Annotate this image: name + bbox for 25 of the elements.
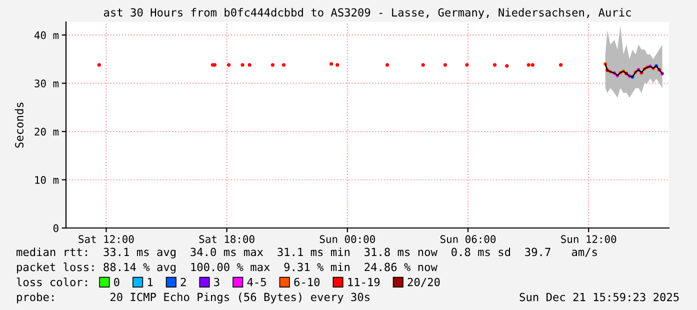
x-tick-label: Sun 06:00	[440, 235, 496, 244]
x-tick-label: Sat 12:00	[78, 235, 134, 244]
y-tick-label: 30 m	[34, 80, 59, 88]
text: Sun Dec 21 15:59:23 2025	[520, 292, 679, 302]
y-tick-label: 40 m	[34, 31, 59, 40]
text: probe: 20 ICMP Echo Pings (56 Bytes) every 30s	[17, 292, 370, 304]
x-tick-label: Sat 18:00	[199, 235, 254, 244]
legend-label: 6-10	[294, 278, 320, 286]
legend-title: loss color:	[16, 278, 87, 286]
x-tick-label: Sun 12:00	[561, 235, 616, 244]
x-tick-label: Sun 00:00	[320, 235, 375, 244]
legend-label: 11-19	[348, 278, 380, 286]
y-tick-label: 20 m	[34, 128, 59, 136]
legend-label: 1	[148, 278, 153, 286]
text: median rtt: 33.1 ms avg 34.0 ms max 31.1 ms min 31.8 ms now 0.8 ms sd 39.7 am/s	[16, 248, 597, 258]
text: packet loss: 88.14 % avg 100.00 % max 9.31 % min 24.86 % now	[17, 262, 438, 274]
y-tick-label: 10 m	[35, 176, 59, 184]
legend-label: 3	[214, 278, 220, 286]
y-axis-title: Seconds	[14, 102, 24, 148]
legend-label: 20/20	[408, 278, 440, 288]
chart-title: ast 30 Hours from b0fc444dcbbd to AS3209 - Lasse, Germany, Niedersachsen, Auric	[104, 8, 631, 19]
legend-label: 4-5	[247, 278, 266, 286]
y-tick-label: 0	[53, 224, 58, 232]
legend-label: 2	[180, 278, 186, 286]
legend-label: 0	[114, 278, 120, 286]
